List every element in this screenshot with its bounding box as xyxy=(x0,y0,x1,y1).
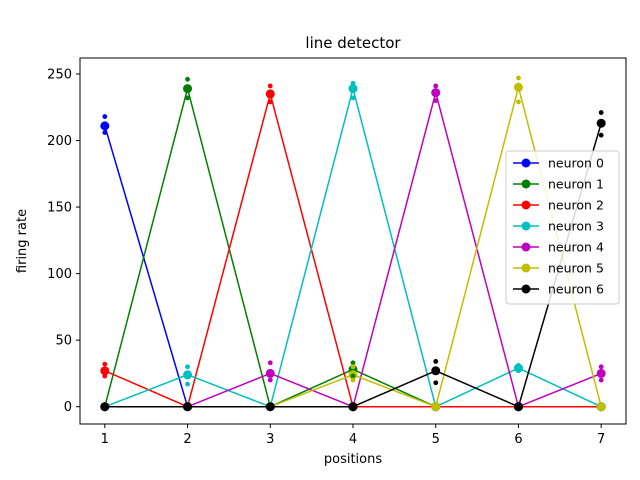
sample-point xyxy=(185,381,190,387)
x-tick-label-1: 1 xyxy=(101,432,109,447)
sample-point xyxy=(102,373,108,379)
legend-marker xyxy=(521,242,531,252)
x-tick-label-7: 7 xyxy=(597,432,605,447)
legend-label: neuron 1 xyxy=(548,177,604,192)
sample-point xyxy=(350,80,356,86)
legend-label: neuron 3 xyxy=(548,219,604,234)
sample-point xyxy=(433,380,439,386)
sample-points xyxy=(102,75,604,387)
legend-entry: neuron 3 xyxy=(513,219,604,234)
legend-entry: neuron 4 xyxy=(513,240,604,255)
sample-point xyxy=(185,76,190,82)
sample-point xyxy=(185,95,190,101)
data-point xyxy=(431,402,441,412)
legend-entry: neuron 5 xyxy=(513,261,604,276)
sample-point xyxy=(433,98,439,103)
legend-entry: neuron 2 xyxy=(513,198,604,213)
series-6 xyxy=(100,118,606,412)
sample-point xyxy=(102,114,108,119)
data-point xyxy=(431,366,441,376)
data-point xyxy=(596,368,606,378)
sample-point xyxy=(102,361,108,367)
legend-marker xyxy=(521,284,531,294)
legend-label: neuron 6 xyxy=(548,282,604,297)
legend-marker xyxy=(521,263,531,273)
sample-point xyxy=(350,373,356,379)
data-point xyxy=(183,84,193,94)
data-point xyxy=(183,370,193,380)
sample-point xyxy=(598,132,604,138)
sample-point xyxy=(350,377,356,383)
sample-point xyxy=(350,364,356,370)
legend-label: neuron 4 xyxy=(548,240,604,255)
legend-entry: neuron 6 xyxy=(513,282,604,297)
data-point xyxy=(100,121,110,131)
x-tick-label-2: 2 xyxy=(183,432,191,447)
legend-marker xyxy=(521,179,531,189)
sample-point xyxy=(516,99,521,105)
sample-point xyxy=(185,364,190,370)
y-axis: 0 50 100 150 200 250 xyxy=(47,67,80,415)
legend-marker xyxy=(521,158,531,168)
legend-label: neuron 0 xyxy=(548,156,604,171)
sample-point xyxy=(102,130,108,135)
data-point xyxy=(431,88,441,98)
data-point xyxy=(265,89,275,99)
sample-point xyxy=(267,99,273,105)
y-tick-label-200: 200 xyxy=(47,134,72,149)
y-tick-label-250: 250 xyxy=(47,67,72,82)
legend-box xyxy=(505,150,620,305)
data-point xyxy=(513,82,523,92)
data-point xyxy=(513,402,523,412)
data-point xyxy=(348,84,358,94)
sample-point xyxy=(598,377,604,383)
x-tick-label-5: 5 xyxy=(432,432,440,447)
sample-point xyxy=(433,83,439,89)
sample-point xyxy=(350,95,356,101)
x-axis-label: positions xyxy=(324,452,382,467)
data-point xyxy=(100,366,110,376)
x-tick-label-6: 6 xyxy=(514,432,522,447)
sample-point xyxy=(516,368,521,374)
data-point xyxy=(596,402,606,412)
data-point xyxy=(265,368,275,378)
sample-point xyxy=(267,377,273,383)
sample-point xyxy=(267,83,273,89)
y-tick-label-100: 100 xyxy=(47,267,72,282)
x-tick-label-3: 3 xyxy=(266,432,274,447)
legend-marker xyxy=(521,221,531,231)
y-tick-label-150: 150 xyxy=(47,201,72,216)
y-tick-label-50: 50 xyxy=(55,334,72,349)
legend-marker xyxy=(521,200,531,210)
legend-entry: neuron 0 xyxy=(513,156,604,171)
sample-point xyxy=(598,110,604,115)
sample-point xyxy=(516,75,521,81)
x-tick-label-4: 4 xyxy=(349,432,357,447)
chart-title: line detector xyxy=(305,34,401,52)
data-point xyxy=(183,402,193,412)
legend-label: neuron 2 xyxy=(548,198,604,213)
plot-area xyxy=(100,75,606,412)
x-axis: 1 2 3 4 5 6 7 xyxy=(101,424,605,447)
data-point xyxy=(265,402,275,412)
y-tick-label-0: 0 xyxy=(64,400,72,415)
data-point xyxy=(100,402,110,412)
legend-label: neuron 5 xyxy=(548,261,604,276)
sample-point xyxy=(267,360,273,366)
legend: neuron 0 neuron 1 neuron 2 neuron 3 neuron 4… xyxy=(505,150,620,305)
sample-point xyxy=(433,359,439,364)
y-axis-label: firing rate xyxy=(15,209,30,273)
legend-entry: neuron 1 xyxy=(513,177,604,192)
sample-point xyxy=(516,363,521,368)
data-point xyxy=(596,118,606,128)
data-point xyxy=(348,402,358,412)
sample-point xyxy=(598,364,604,370)
sample-point xyxy=(350,360,356,366)
